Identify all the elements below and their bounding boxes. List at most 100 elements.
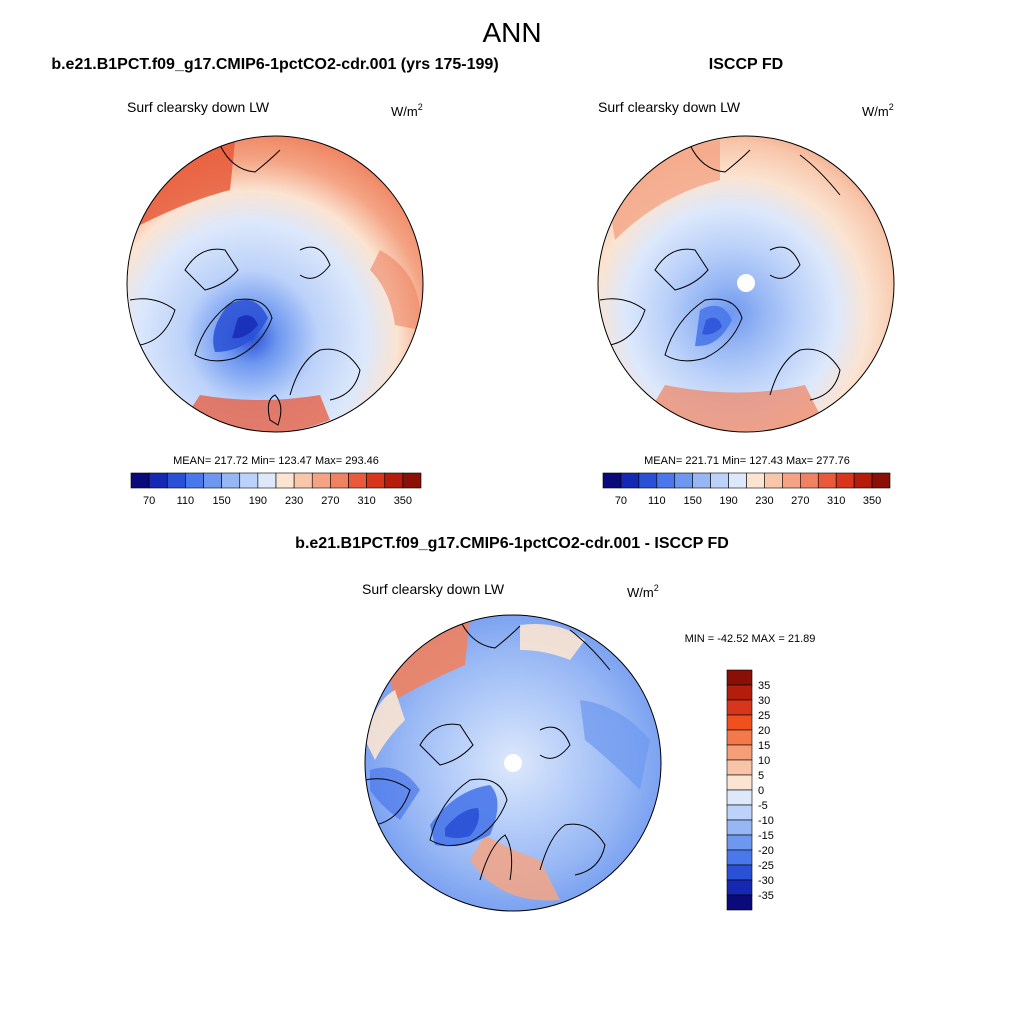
colorbar-swatch bbox=[602, 472, 622, 489]
polar-map bbox=[597, 135, 895, 433]
colorbar-tick-label: 110 bbox=[648, 495, 666, 507]
colorbar-tick-label: 35 bbox=[758, 680, 770, 692]
colorbar-swatch bbox=[166, 472, 186, 489]
colorbar-swatch bbox=[746, 472, 765, 489]
colorbar-tick-label: 15 bbox=[758, 740, 770, 752]
colorbar-swatch bbox=[726, 879, 753, 896]
colorbar-swatch bbox=[726, 759, 753, 776]
colorbar-swatch bbox=[239, 472, 259, 489]
colorbar-swatch bbox=[656, 472, 676, 489]
colorbar-tick-label: 270 bbox=[321, 495, 339, 507]
variable-label: Surf clearsky down LW bbox=[598, 99, 741, 115]
colorbar-swatch bbox=[782, 472, 801, 489]
colorbar-swatch bbox=[853, 472, 873, 489]
colorbar-tick-label: 230 bbox=[755, 495, 773, 507]
units-label: W/m2 bbox=[862, 102, 894, 119]
cold-region bbox=[702, 317, 722, 335]
colorbar-swatch bbox=[726, 744, 753, 761]
colorbar-tick-label: -25 bbox=[758, 860, 774, 872]
colorbar-swatch bbox=[817, 472, 837, 489]
cold-region bbox=[580, 700, 650, 790]
cold-region bbox=[232, 315, 258, 339]
colorbar-swatch bbox=[275, 472, 295, 489]
colorbar-swatch bbox=[726, 669, 753, 686]
variable-label: Surf clearsky down LW bbox=[362, 581, 505, 597]
colorbar-swatch bbox=[726, 714, 753, 731]
colorbar-swatch bbox=[366, 472, 386, 489]
colorbar-swatch bbox=[148, 472, 168, 489]
warm-region bbox=[385, 615, 470, 700]
colorbar-swatch bbox=[402, 472, 422, 489]
panel-heading: ISCCP FD bbox=[709, 56, 783, 73]
panel-difference: b.e21.B1PCT.f09_g17.CMIP6-1pctCO2-cdr.00… bbox=[295, 535, 816, 912]
colorbar-swatch bbox=[726, 864, 753, 881]
colorbar-swatch bbox=[348, 472, 367, 489]
colorbar-swatch bbox=[726, 849, 753, 866]
colorbar-swatch bbox=[638, 472, 658, 489]
colorbar-tick-label: 350 bbox=[394, 495, 412, 507]
colorbar-tick-label: -15 bbox=[758, 830, 774, 842]
colorbar-swatch bbox=[835, 472, 855, 489]
colorbar-swatch bbox=[728, 472, 747, 489]
colorbar-swatch bbox=[620, 472, 640, 489]
colorbar-swatch bbox=[726, 684, 753, 701]
panel-model: b.e21.B1PCT.f09_g17.CMIP6-1pctCO2-cdr.00… bbox=[51, 56, 498, 507]
polar-map bbox=[364, 614, 662, 912]
colorbar-swatch bbox=[330, 472, 349, 489]
warm-region bbox=[650, 385, 820, 432]
colorbar-tick-label: 5 bbox=[758, 770, 764, 782]
warm-region bbox=[470, 835, 560, 901]
colorbar-swatch bbox=[726, 804, 753, 821]
colorbar-swatch bbox=[384, 472, 404, 489]
warm-region bbox=[365, 690, 405, 760]
colorbar-tick-label: 110 bbox=[177, 495, 195, 507]
colorbar-tick-label: 350 bbox=[863, 495, 881, 507]
colorbar-swatch bbox=[726, 789, 753, 806]
colorbar-swatch bbox=[293, 472, 313, 489]
missing-data-hole bbox=[504, 754, 522, 772]
colorbar: 70 110 150 190 230 270 310 350 bbox=[602, 472, 891, 507]
colorbar-swatch bbox=[674, 472, 693, 489]
warm-region bbox=[370, 250, 421, 330]
coastlines bbox=[129, 144, 361, 426]
colorbar-tick-label: -20 bbox=[758, 845, 774, 857]
colorbar-tick-label: 30 bbox=[758, 695, 770, 707]
colorbar-tick-label: 20 bbox=[758, 725, 770, 737]
warm-region bbox=[520, 624, 585, 660]
colorbar-swatch bbox=[203, 472, 222, 489]
colorbar-swatch bbox=[726, 894, 753, 911]
colorbar-swatch bbox=[726, 699, 753, 716]
colorbar-tick-label: 310 bbox=[827, 495, 845, 507]
colorbar-swatch bbox=[692, 472, 711, 489]
page-title: ANN bbox=[482, 17, 541, 48]
colorbar-tick-label: 70 bbox=[143, 495, 155, 507]
missing-data-hole bbox=[737, 274, 755, 292]
panel-heading: b.e21.B1PCT.f09_g17.CMIP6-1pctCO2-cdr.00… bbox=[295, 535, 729, 552]
colorbar-tick-label: 310 bbox=[357, 495, 375, 507]
colorbar-tick-label: 0 bbox=[758, 785, 764, 797]
stats-label: MIN = -42.52 MAX = 21.89 bbox=[685, 633, 816, 645]
colorbar-tick-label: -10 bbox=[758, 815, 774, 827]
colorbar: 70 110 150 190 230 270 310 350 bbox=[130, 472, 422, 507]
colorbar-tick-label: 190 bbox=[249, 495, 267, 507]
colorbar-swatch bbox=[710, 472, 729, 489]
colorbar-tick-label: 150 bbox=[684, 495, 702, 507]
colorbar-swatch bbox=[726, 774, 753, 791]
colorbar-tick-label: -5 bbox=[758, 800, 768, 812]
colorbar-tick-label: 70 bbox=[615, 495, 627, 507]
cold-region bbox=[445, 808, 479, 838]
colorbar-tick-label: -30 bbox=[758, 875, 774, 887]
colorbar-swatch bbox=[764, 472, 783, 489]
panel-observations: ISCCP FD Surf clearsky down LW W/m2 bbox=[597, 56, 895, 507]
colorbar: 35 30 25 20 15 10 5 0 -5 -10 -15 -20 -25 -30 -35 bbox=[726, 669, 774, 911]
units-label: W/m2 bbox=[391, 102, 423, 119]
colorbar-swatch bbox=[311, 472, 331, 489]
colorbar-swatch bbox=[800, 472, 819, 489]
colorbar-swatch bbox=[257, 472, 277, 489]
coastlines bbox=[365, 619, 611, 881]
colorbar-tick-label: 150 bbox=[212, 495, 230, 507]
colorbar-swatch bbox=[221, 472, 241, 489]
units-label: W/m2 bbox=[627, 583, 659, 600]
colorbar-tick-label: 25 bbox=[758, 710, 770, 722]
